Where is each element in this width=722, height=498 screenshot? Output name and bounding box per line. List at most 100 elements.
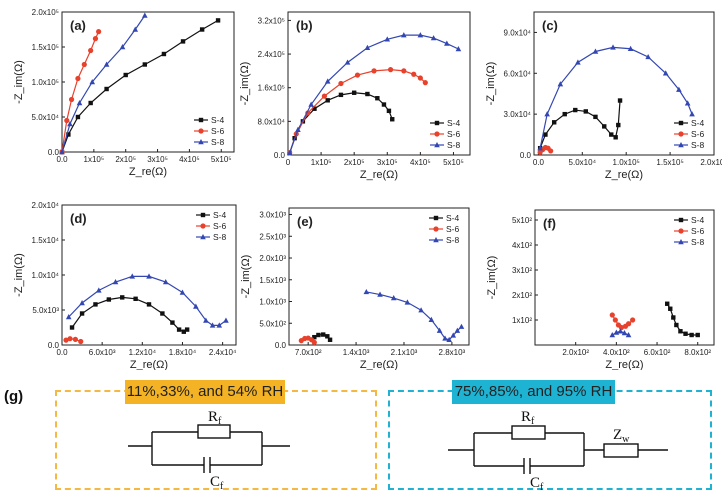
data-point	[454, 327, 461, 333]
data-point	[562, 111, 567, 117]
data-point	[671, 315, 676, 320]
data-point	[609, 332, 616, 338]
x-tick-label: 1.4x10³	[343, 348, 370, 357]
data-point	[161, 51, 167, 57]
right-capacitor-label: Cf	[530, 475, 544, 493]
legend-label: S-6	[213, 221, 227, 231]
data-point	[321, 93, 327, 99]
y-tick-label: 8.0x10⁴	[258, 117, 286, 126]
data-point	[365, 91, 370, 97]
data-point	[625, 321, 632, 327]
legend-marker	[678, 239, 684, 245]
y-tick-label: 3.0x10³	[259, 211, 286, 220]
data-point	[401, 68, 407, 74]
data-point	[548, 148, 554, 154]
data-point	[417, 32, 424, 38]
panel-label: (b)	[296, 18, 313, 33]
data-point	[354, 72, 361, 78]
data-point	[665, 301, 670, 306]
x-tick-label: 5.0x10⁴	[569, 158, 597, 167]
legend-label: S-8	[446, 235, 460, 245]
data-point	[308, 101, 314, 107]
y-axis-label: -Z_im(Ω)	[239, 62, 251, 106]
data-point	[617, 98, 623, 103]
legend-marker	[198, 117, 204, 123]
data-point	[458, 323, 465, 329]
y-tick-label: 0.0	[274, 151, 286, 160]
left-resistor-symbol	[197, 424, 231, 439]
legend-marker	[434, 131, 440, 137]
panel-label-g: (g)	[4, 388, 24, 405]
data-point	[181, 329, 186, 334]
data-point	[450, 332, 457, 338]
y-tick-label: 1x10²	[512, 316, 532, 325]
data-point	[104, 86, 109, 92]
data-point	[436, 327, 443, 333]
data-point	[417, 75, 423, 81]
y-tick-label: 1.5x10⁵	[32, 43, 59, 52]
data-point	[78, 338, 84, 345]
plot-frame	[533, 11, 715, 156]
x-tick-label: 3x10⁵	[377, 158, 398, 167]
series-S-6	[298, 335, 317, 345]
y-tick-label: 4x10²	[512, 241, 532, 250]
y-tick-label: 2x10²	[512, 291, 532, 300]
data-point	[69, 325, 75, 330]
y-tick-label: 5.0x10⁴	[32, 113, 60, 122]
data-point	[612, 317, 618, 323]
data-point	[89, 79, 96, 85]
data-point	[321, 332, 326, 337]
warburg-element-symbol	[603, 443, 639, 458]
legend-marker	[200, 234, 206, 240]
legend-marker	[198, 139, 204, 145]
data-point	[133, 296, 138, 301]
charts-canvas: 0.0 1x10⁵ 2x10⁵ 3x10⁵ 4x10⁵ 5x10⁵ 0.0 5.0x10⁴ 1.…	[13, 8, 722, 370]
data-point	[64, 117, 70, 124]
data-point	[96, 287, 102, 293]
data-point	[381, 102, 387, 107]
legend: S-4S-6S-8	[674, 215, 705, 247]
data-point	[160, 311, 165, 316]
data-point	[120, 295, 125, 300]
x-tick-label: 5x10⁵	[443, 158, 464, 167]
data-point	[162, 279, 169, 285]
data-point	[193, 303, 199, 309]
panel-label: (e)	[297, 214, 313, 229]
legend: S-4S-6S-8	[430, 118, 461, 150]
data-point	[418, 307, 424, 313]
x-axis-label: Z_re(Ω)	[360, 169, 398, 181]
legend-marker	[434, 142, 440, 148]
data-point	[223, 317, 229, 323]
chart-panel-a: 0.0 1x10⁵ 2x10⁵ 3x10⁵ 4x10⁵ 5x10⁵ 0.0 5.0x10⁴ 1.…	[13, 8, 235, 178]
series-S-6	[609, 312, 636, 331]
data-point	[411, 71, 417, 77]
data-point	[625, 332, 632, 338]
legend-label: S-6	[691, 129, 705, 139]
data-point	[386, 108, 392, 114]
y-tick-label: 9.0x10⁴	[504, 28, 532, 37]
data-point	[93, 302, 98, 307]
data-point	[551, 120, 557, 125]
data-point	[593, 114, 598, 120]
x-tick-label: 2.0x10⁵	[700, 158, 722, 167]
x-tick-label: 4.0x10²	[603, 348, 630, 357]
y-axis-label: -Z_im(Ω)	[13, 60, 25, 104]
y-tick-label: 0.0	[275, 341, 287, 350]
data-point	[129, 273, 136, 279]
data-point	[180, 39, 186, 44]
legend-marker	[678, 228, 684, 234]
y-tick-label: 1.0x10⁵	[32, 78, 59, 87]
legend-label: S-8	[211, 137, 225, 147]
y-axis-label: -Z_im(Ω)	[486, 256, 498, 300]
data-point	[103, 61, 110, 67]
data-point	[616, 122, 621, 128]
y-tick-label: 2.0x10⁵	[32, 8, 59, 17]
legend-label: S-4	[211, 115, 225, 125]
data-point	[444, 40, 450, 46]
data-point	[170, 320, 175, 325]
data-point	[96, 29, 102, 35]
y-tick-label: 0.0	[48, 148, 60, 157]
data-point	[377, 291, 383, 297]
data-point	[455, 46, 462, 52]
data-point	[384, 36, 391, 42]
